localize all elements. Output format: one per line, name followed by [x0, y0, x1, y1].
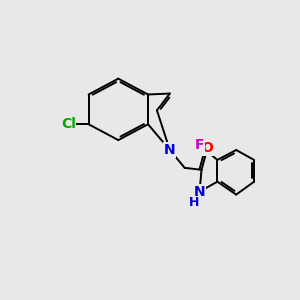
Text: H: H: [189, 196, 200, 209]
Text: Cl: Cl: [61, 117, 76, 131]
Text: O: O: [202, 141, 213, 155]
Text: F: F: [195, 138, 204, 152]
Text: N: N: [164, 143, 176, 157]
Text: N: N: [194, 184, 205, 199]
